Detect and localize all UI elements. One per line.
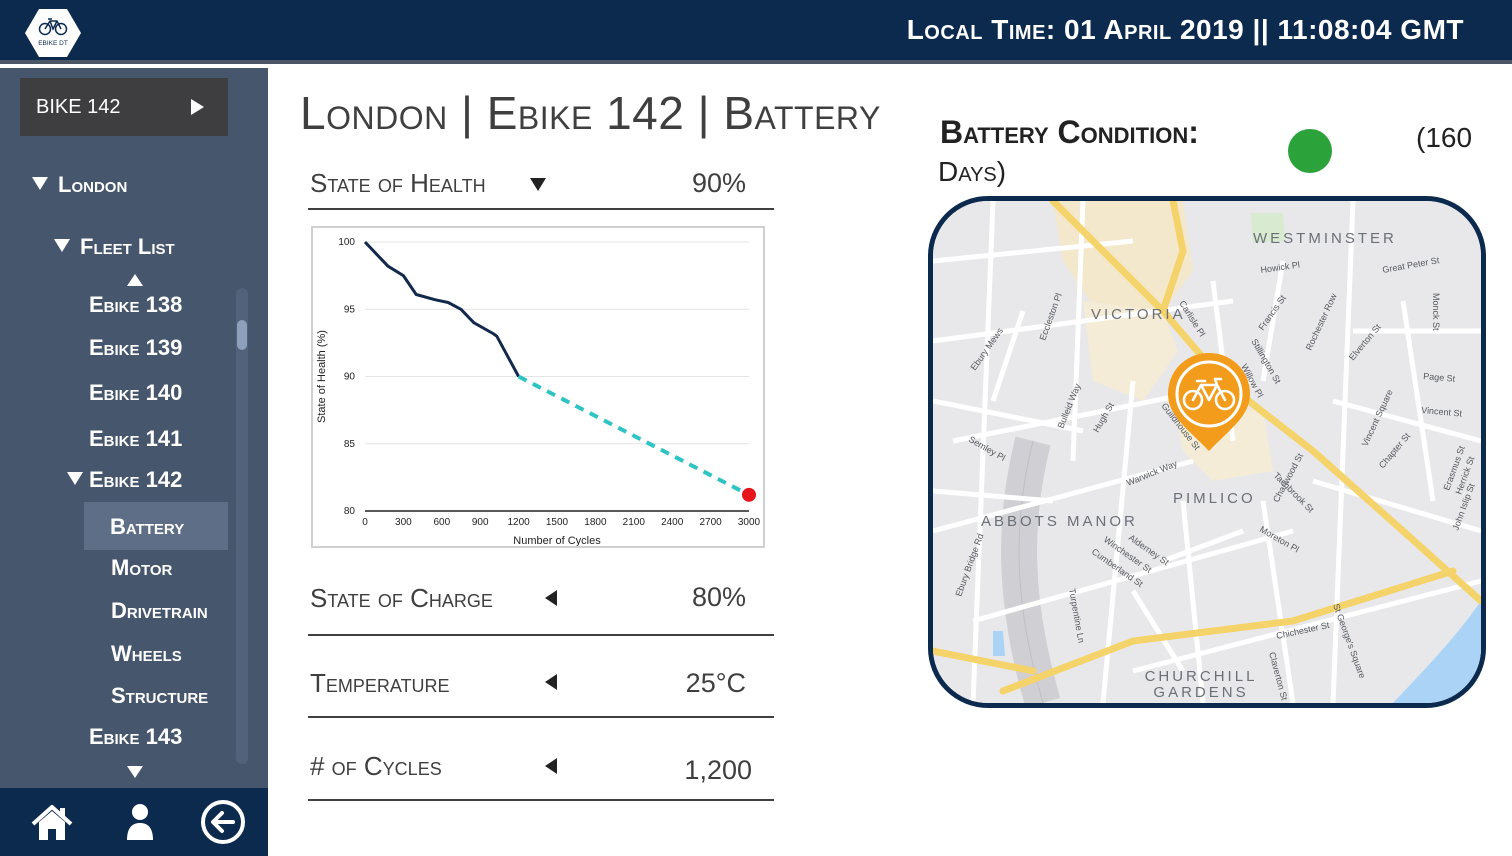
user-icon[interactable] xyxy=(116,798,164,846)
metric-value: 25°C xyxy=(685,668,746,698)
metric-value: 90% xyxy=(691,168,746,198)
battery-days-open: (160 xyxy=(1416,122,1473,153)
nav-city[interactable]: London xyxy=(32,172,127,198)
history-line xyxy=(363,240,520,378)
y-tick-label: 95 xyxy=(344,304,356,315)
x-axis-label: Number of Cycles xyxy=(513,535,601,546)
play-icon[interactable] xyxy=(191,99,204,115)
page-title: London | Ebike 142 | Battery xyxy=(300,87,881,139)
bike-location-pin[interactable] xyxy=(1168,353,1250,451)
metric-cycles[interactable]: # of Cycles 1,200 xyxy=(308,746,774,801)
metric-label: # of Cycles xyxy=(310,751,442,781)
y-tick-label: 85 xyxy=(344,439,356,450)
expand-icon xyxy=(67,471,83,485)
metric-label: State of Health xyxy=(310,168,486,198)
x-tick-label: 2400 xyxy=(661,517,684,528)
top-bar: EBIKE DT Local Time: 01 April 2019 || 11… xyxy=(0,0,1512,64)
fleet-item-ebike-142[interactable]: Ebike 142 xyxy=(67,467,182,493)
fleet-item-ebike-138[interactable]: Ebike 138 xyxy=(89,292,183,317)
x-tick-label: 3000 xyxy=(738,517,761,528)
x-tick-label: 2700 xyxy=(699,517,722,528)
map-label-victoria: VICTORIA xyxy=(1091,306,1186,323)
nav-fleet-list[interactable]: Fleet List xyxy=(54,234,175,260)
metric-temperature[interactable]: Temperature 25°C xyxy=(308,662,774,718)
chevron-left-icon[interactable] xyxy=(545,758,557,774)
sidebar: BIKE 142 London Fleet List Ebike 138 Ebi… xyxy=(0,68,268,856)
x-tick-label: 0 xyxy=(362,517,368,528)
component-battery[interactable]: Battery xyxy=(110,514,185,539)
x-tick-label: 1200 xyxy=(507,517,530,528)
location-map[interactable]: WESTMINSTER VICTORIA PIMLICO ABBOTS MANO… xyxy=(928,196,1486,708)
chevron-left-icon[interactable] xyxy=(545,674,557,690)
component-drivetrain[interactable]: Drivetrain xyxy=(111,598,208,623)
active-component-highlight xyxy=(84,502,228,550)
metric-value: 1,200 xyxy=(684,755,752,785)
x-tick-label: 600 xyxy=(433,517,450,528)
chevron-left-icon[interactable] xyxy=(545,590,557,606)
map-label-pimlico: PIMLICO xyxy=(1173,490,1256,507)
end-of-life-marker xyxy=(742,487,756,502)
scroll-down-icon[interactable] xyxy=(127,766,143,778)
scrollbar-track[interactable] xyxy=(236,288,248,764)
expand-icon xyxy=(54,238,70,252)
map-canvas[interactable]: WESTMINSTER VICTORIA PIMLICO ABBOTS MANO… xyxy=(933,201,1481,703)
svg-text:Monck St: Monck St xyxy=(1431,293,1441,331)
metric-state-of-health[interactable]: State of Health 90% xyxy=(308,160,774,210)
projected-line xyxy=(517,374,750,497)
battery-status-indicator xyxy=(1288,129,1332,173)
metric-label: State of Charge xyxy=(310,583,493,613)
metric-state-of-charge[interactable]: State of Charge 80% xyxy=(308,578,774,636)
y-tick-label: 90 xyxy=(344,372,356,383)
metric-label: Temperature xyxy=(310,668,450,698)
component-motor[interactable]: Motor xyxy=(111,555,173,580)
scrollbar-thumb[interactable] xyxy=(237,320,247,350)
state-of-health-chart: 100 95 90 85 80 0 300 600 900 1200 1500 1800 2100 240… xyxy=(311,226,765,548)
local-time: Local Time: 01 April 2019 || 11:08:04 GM… xyxy=(906,14,1464,45)
chevron-down-icon[interactable] xyxy=(530,178,546,191)
map-label-gardens: GARDENS xyxy=(1153,684,1248,701)
ebike-logo[interactable]: EBIKE DT xyxy=(24,7,82,59)
back-arrow-icon[interactable] xyxy=(199,798,247,846)
map-label-churchill: CHURCHILL xyxy=(1145,668,1258,685)
x-tick-label: 1800 xyxy=(584,517,607,528)
x-tick-label: 900 xyxy=(472,517,489,528)
bike-selector-label: BIKE 142 xyxy=(36,95,121,118)
svg-text:EBIKE DT: EBIKE DT xyxy=(38,40,68,47)
svg-text:Page St: Page St xyxy=(1423,371,1456,384)
component-structure[interactable]: Structure xyxy=(111,683,209,708)
fleet-item-ebike-141[interactable]: Ebike 141 xyxy=(89,426,183,451)
component-wheels[interactable]: Wheels xyxy=(111,641,182,666)
bottom-nav xyxy=(0,788,268,856)
battery-condition-label: Battery Condition: xyxy=(940,114,1199,150)
map-label-abbots-manor: ABBOTS MANOR xyxy=(981,513,1138,530)
svg-text:Vincent St: Vincent St xyxy=(1421,405,1463,419)
fleet-item-ebike-140[interactable]: Ebike 140 xyxy=(89,380,183,405)
y-tick-label: 100 xyxy=(338,237,355,248)
fleet-item-ebike-139[interactable]: Ebike 139 xyxy=(89,335,183,360)
bike-selector[interactable]: BIKE 142 xyxy=(20,78,228,136)
x-tick-label: 2100 xyxy=(623,517,646,528)
battery-days-close: Days) xyxy=(938,156,1007,187)
fleet-item-ebike-143[interactable]: Ebike 143 xyxy=(89,724,183,749)
x-tick-label: 300 xyxy=(395,517,412,528)
chart-svg: 100 95 90 85 80 0 300 600 900 1200 1500 1800 2100 240… xyxy=(316,237,761,546)
scroll-up-icon[interactable] xyxy=(127,274,143,286)
metric-value: 80% xyxy=(691,582,746,612)
map-label-westminster: WESTMINSTER xyxy=(1253,230,1397,247)
bicycle-icon xyxy=(1182,377,1236,411)
x-tick-label: 1500 xyxy=(546,517,569,528)
y-tick-label: 80 xyxy=(344,506,356,517)
home-icon[interactable] xyxy=(28,798,76,846)
expand-icon xyxy=(32,176,48,190)
y-axis-label: State of Health (%) xyxy=(316,330,328,423)
